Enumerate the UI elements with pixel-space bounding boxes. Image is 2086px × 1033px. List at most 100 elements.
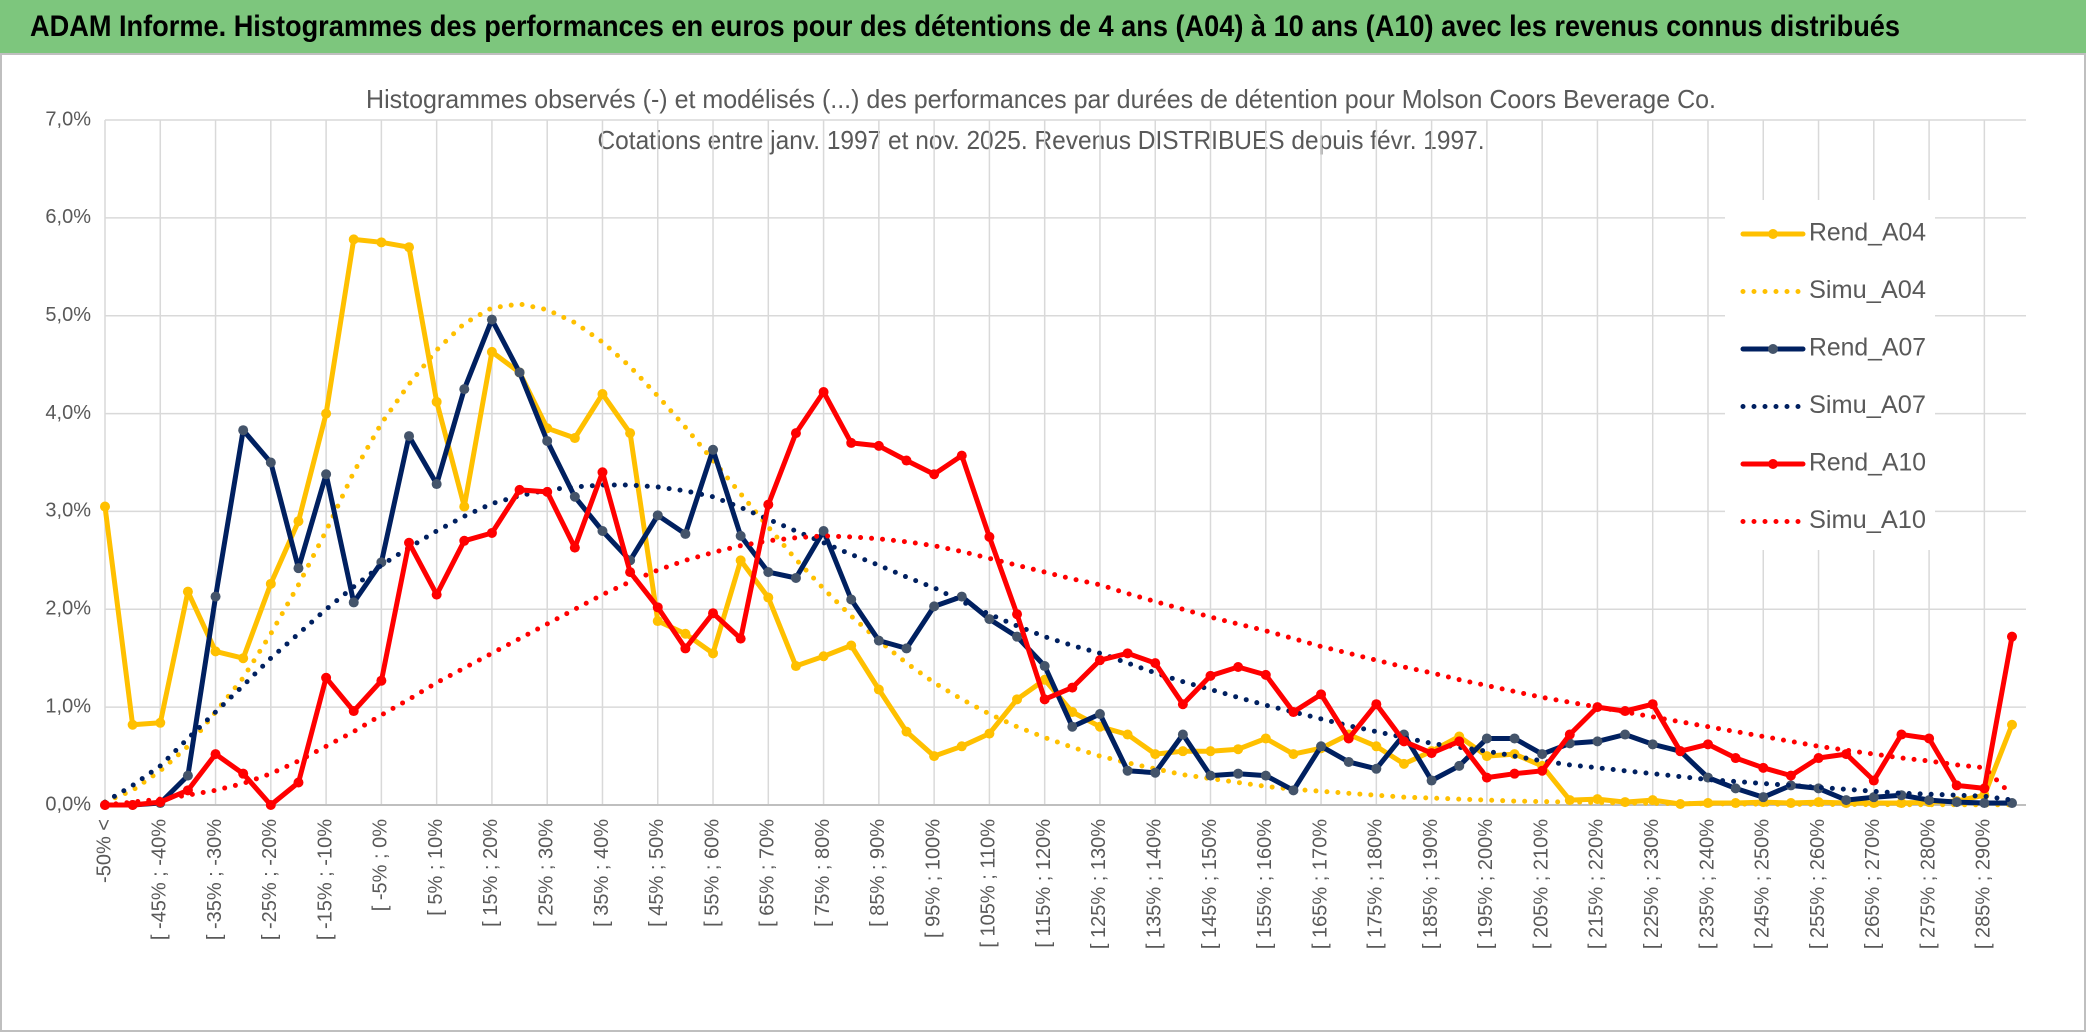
data-point (901, 643, 912, 654)
data-point (929, 469, 940, 480)
data-point (956, 450, 967, 461)
data-point (680, 528, 691, 539)
data-point (1537, 765, 1548, 776)
data-point (431, 396, 442, 407)
data-point (680, 643, 691, 654)
x-tick-label: [ 165% ; 170% (1309, 819, 1331, 949)
x-tick-label: [ -15% ; -10% (314, 819, 336, 940)
x-tick-label: [ 25% ; 30% (535, 819, 557, 927)
data-point (708, 648, 719, 659)
data-point (1012, 694, 1023, 705)
data-point (1150, 749, 1161, 760)
data-point (1067, 682, 1078, 693)
x-tick-label: [ 105% ; 110% (978, 819, 1000, 948)
data-point (2007, 631, 2017, 642)
data-point (238, 425, 249, 436)
data-point (597, 526, 608, 536)
data-point (1371, 699, 1382, 710)
data-point (846, 594, 857, 605)
data-point (127, 719, 138, 730)
x-tick-label: [ 55% ; 60% (701, 819, 723, 927)
data-point (846, 437, 857, 448)
data-point (1316, 689, 1327, 700)
data-point (1896, 729, 1907, 740)
x-tick-label: [ 235% ; 240% (1696, 819, 1718, 949)
data-point (265, 578, 276, 589)
data-point (404, 431, 415, 442)
data-point (1841, 795, 1852, 806)
x-tick-label: -50% < (93, 819, 115, 883)
x-tick-label: [ 65% ; 70% (757, 819, 779, 927)
data-point (1205, 770, 1216, 781)
data-point (348, 597, 359, 608)
data-point (1868, 775, 1879, 786)
data-point (818, 526, 829, 536)
x-tick-label: [ 155% ; 160% (1254, 819, 1276, 949)
legend-marker (1768, 344, 1778, 354)
data-point (376, 237, 387, 248)
data-point (569, 433, 580, 444)
data-point (1260, 669, 1271, 680)
x-tick-label: [ 265% ; 270% (1862, 819, 1884, 949)
series-line (102, 482, 2015, 805)
y-tick-label: 5,0% (45, 304, 91, 326)
data-point (486, 527, 497, 538)
data-point (901, 726, 912, 737)
data-point (735, 633, 746, 644)
data-point (1177, 746, 1188, 757)
data-point (569, 491, 580, 502)
data-point (984, 614, 995, 625)
data-point (1233, 744, 1244, 755)
data-point (293, 516, 304, 527)
data-point (846, 640, 857, 651)
data-point (1924, 795, 1935, 806)
data-point (818, 387, 829, 398)
data-point (625, 428, 636, 439)
data-point (321, 469, 332, 480)
data-point (1647, 699, 1658, 710)
series-line (102, 317, 2015, 808)
data-point (1177, 729, 1188, 740)
x-tick-label: [ -35% ; -30% (204, 819, 226, 940)
data-point (1509, 768, 1520, 779)
x-tick-label: [ 125% ; 130% (1088, 819, 1110, 949)
data-point (1620, 729, 1631, 740)
data-point (790, 661, 801, 672)
data-point (763, 567, 774, 578)
data-point (984, 531, 995, 542)
data-point (1868, 792, 1879, 803)
x-tick-label: [ 185% ; 190% (1420, 819, 1442, 949)
series-line (102, 301, 2015, 808)
x-tick-label: [ -45% ; -40% (149, 819, 171, 940)
data-point (1039, 694, 1050, 705)
x-tick-label: [ 285% ; 290% (1973, 819, 1995, 949)
data-point (763, 592, 774, 603)
data-point (1702, 739, 1713, 750)
data-point (652, 602, 663, 613)
data-point (1398, 758, 1409, 769)
data-point (625, 567, 636, 578)
data-point (514, 367, 525, 378)
data-point (100, 501, 110, 512)
data-point (1260, 770, 1271, 781)
data-point (265, 800, 276, 810)
data-point (873, 440, 884, 451)
x-tick-label: [ 245% ; 250% (1752, 819, 1774, 949)
data-point (735, 530, 746, 541)
x-tick-label: [ 225% ; 230% (1641, 819, 1663, 949)
data-point (873, 684, 884, 695)
legend-marker (1768, 459, 1778, 469)
data-point (210, 591, 221, 602)
x-tick-label: [ 15% ; 20% (480, 819, 502, 927)
data-point (348, 706, 359, 717)
x-tick-label: [ 255% ; 260% (1807, 819, 1829, 949)
data-point (321, 408, 332, 419)
data-point (1730, 783, 1741, 794)
data-point (1730, 753, 1741, 764)
y-tick-label: 1,0% (45, 695, 91, 717)
chart-title: ADAM Informe. Histogrammes des performan… (30, 10, 1900, 43)
data-point (293, 777, 304, 788)
y-tick-label: 2,0% (45, 598, 91, 620)
data-point (1398, 736, 1409, 747)
data-point (790, 428, 801, 439)
